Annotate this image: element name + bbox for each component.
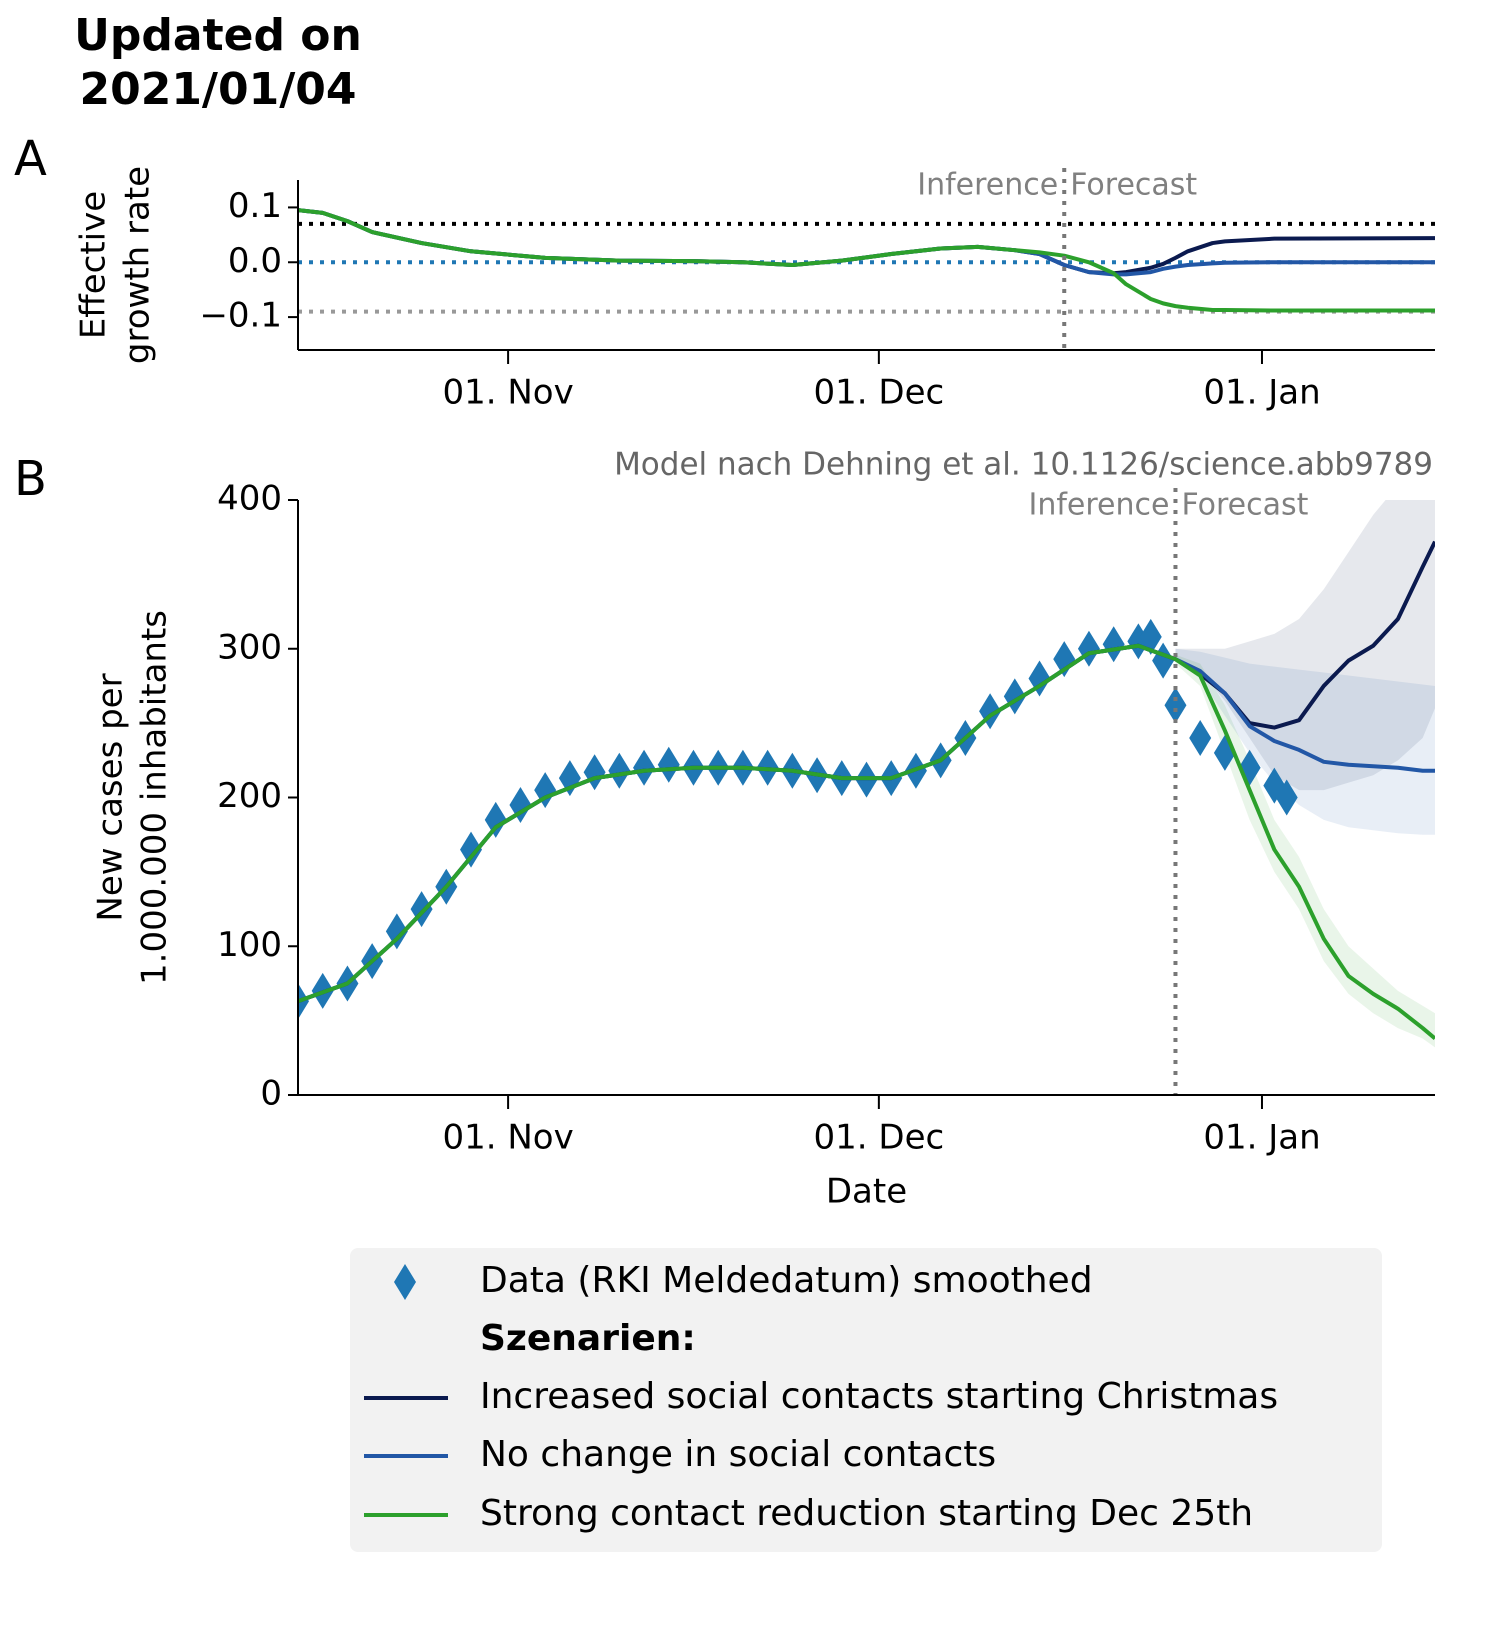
split-label: Inference: [917, 168, 1058, 203]
y-tick-label: 0: [260, 1074, 282, 1114]
data-point: [1275, 779, 1298, 816]
y-tick-label: −0.1: [199, 296, 282, 336]
y-tick-label: 100: [217, 925, 282, 965]
y-axis-label: 1.000.000 inhabitants: [135, 610, 175, 985]
legend-heading: Szenarien:: [480, 1318, 696, 1359]
uncertainty-band: [1175, 654, 1435, 1048]
legend-label: No change in social contacts: [480, 1434, 996, 1475]
y-axis-label: Effective: [74, 191, 114, 339]
series-line: [298, 643, 1435, 1040]
data-point: [657, 746, 680, 783]
y-axis-label: growth rate: [118, 166, 158, 364]
uncertainty-band: [1175, 648, 1435, 835]
data-point: [1189, 720, 1212, 756]
title-line: 2021/01/04: [79, 64, 356, 115]
x-tick-label: 01. Dec: [814, 373, 945, 413]
x-axis-label: Date: [826, 1172, 907, 1212]
series-line: [298, 208, 1435, 277]
data-point: [385, 913, 408, 950]
y-tick-label: 0.0: [228, 241, 282, 281]
panel-label: A: [14, 131, 47, 187]
plot-area: [298, 500, 1435, 1048]
x-tick-label: 01. Jan: [1203, 373, 1320, 413]
legend-label: Data (RKI Meldedatum) smoothed: [480, 1260, 1093, 1301]
split-label: Forecast: [1070, 168, 1197, 203]
series-line: [298, 208, 1435, 313]
y-tick-label: 400: [217, 479, 282, 519]
x-tick-label: 01. Nov: [442, 373, 573, 413]
panel-label: B: [14, 451, 47, 507]
data-point: [1139, 618, 1162, 655]
y-tick-label: 200: [217, 776, 282, 816]
y-tick-label: 0.1: [228, 186, 282, 226]
data-point: [1152, 642, 1175, 679]
split-label: Forecast: [1181, 488, 1308, 523]
legend-label: Increased social contacts starting Chris…: [480, 1376, 1278, 1417]
y-tick-label: 300: [217, 627, 282, 667]
data-point: [1164, 687, 1187, 724]
y-axis-label: New cases per: [91, 673, 131, 921]
x-tick-label: 01. Nov: [442, 1118, 573, 1158]
x-tick-label: 01. Dec: [814, 1118, 945, 1158]
x-tick-label: 01. Jan: [1203, 1118, 1320, 1158]
uncertainty-band: [1175, 500, 1435, 791]
annotation: Model nach Dehning et al. 10.1126/scienc…: [614, 447, 1433, 483]
title-line: Updated on: [74, 10, 362, 61]
legend-label: Strong contact reduction starting Dec 25…: [480, 1493, 1253, 1534]
data-point: [1102, 626, 1125, 663]
data-point: [608, 752, 631, 789]
data-point: [1077, 630, 1100, 667]
split-label: Inference: [1028, 488, 1169, 523]
data-point: [460, 831, 483, 868]
data-point: [633, 749, 656, 786]
legend-box: [350, 1248, 1382, 1552]
data-point: [484, 801, 507, 838]
legend-marker: [394, 1264, 416, 1300]
data-point: [583, 754, 606, 791]
plot-area: [298, 208, 1435, 314]
